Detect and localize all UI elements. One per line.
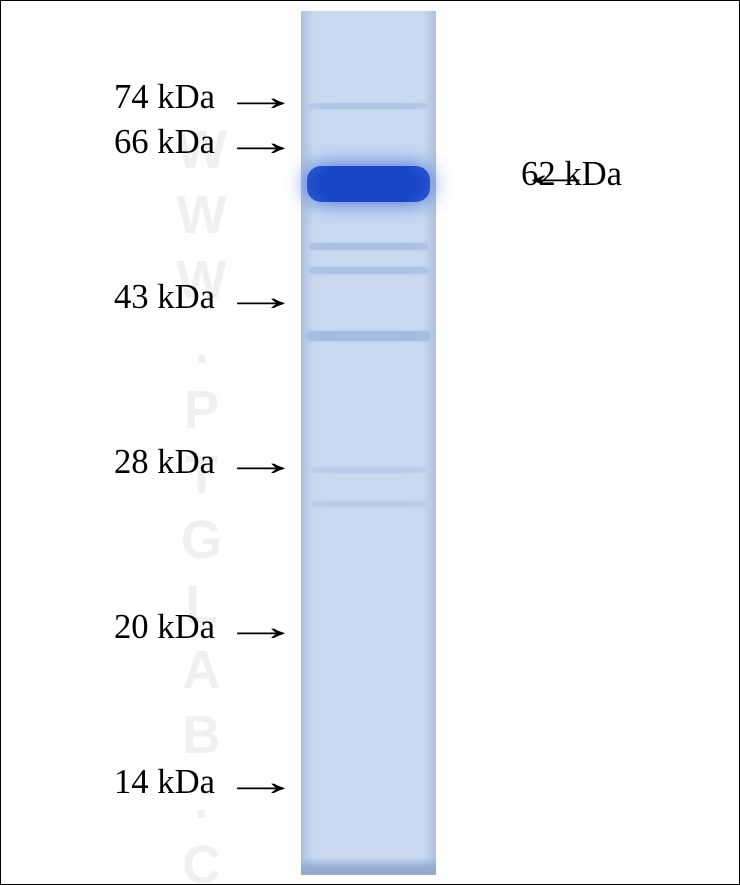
marker-label: 14 kDa [114,763,215,802]
marker-label: 66 kDa [114,123,215,162]
band-faint-26kda [311,501,426,507]
marker-arrow-icon: → [221,607,381,647]
marker-arrow-icon: → [221,762,381,802]
marker-label: 28 kDa [114,443,215,482]
target-arrow-icon: ← [436,154,596,194]
band-faint-50kda [309,243,428,250]
band-faint-40kda [307,331,430,341]
marker-label: 43 kDa [114,278,215,317]
band-faint-47kda [309,267,428,274]
gel-figure: WWW.PTGLAB.COM 74 kDa→66 kDa→43 kDa→28 k… [0,0,740,885]
marker-arrow-icon: → [221,122,381,162]
marker-arrow-icon: → [221,77,381,117]
band-main-62kda [307,166,430,202]
marker-arrow-icon: → [221,442,381,482]
marker-arrow-icon: → [221,277,381,317]
marker-label: 74 kDa [114,78,215,117]
marker-label: 20 kDa [114,608,215,647]
